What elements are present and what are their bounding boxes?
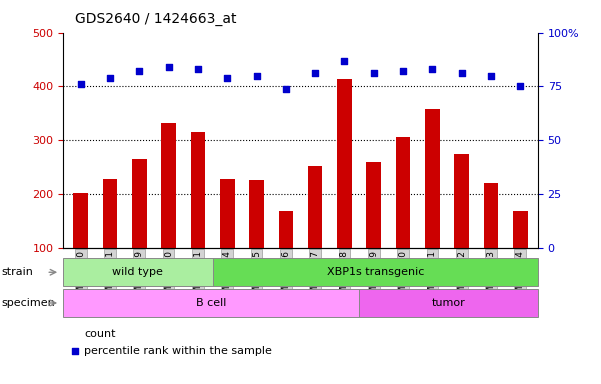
Text: count: count: [84, 329, 115, 339]
Text: percentile rank within the sample: percentile rank within the sample: [84, 346, 272, 356]
Point: [369, 70, 379, 76]
Text: wild type: wild type: [112, 267, 163, 277]
Text: strain: strain: [2, 267, 34, 277]
Point: [310, 70, 320, 76]
Point: [281, 86, 291, 92]
Point: [486, 73, 496, 79]
Point: [457, 70, 466, 76]
Bar: [63, 289, 359, 317]
Text: specimen: specimen: [2, 298, 55, 308]
Point: [222, 75, 232, 81]
Bar: [484, 183, 498, 248]
Bar: [103, 179, 117, 248]
Bar: [308, 166, 323, 248]
Point: [398, 68, 408, 74]
Text: B cell: B cell: [196, 298, 227, 308]
Point: [76, 81, 85, 87]
Bar: [359, 289, 538, 317]
Bar: [73, 193, 88, 248]
Bar: [63, 258, 213, 286]
Point: [135, 68, 144, 74]
Text: tumor: tumor: [432, 298, 465, 308]
Bar: [220, 179, 234, 248]
Point: [70, 348, 79, 354]
Point: [105, 75, 115, 81]
Bar: [191, 132, 206, 248]
Point: [427, 66, 437, 72]
Bar: [249, 180, 264, 248]
Point: [252, 73, 261, 79]
Point: [193, 66, 203, 72]
Point: [516, 83, 525, 89]
Bar: [425, 109, 440, 248]
Bar: [454, 154, 469, 248]
Bar: [513, 211, 528, 248]
Bar: [161, 123, 176, 248]
Bar: [367, 162, 381, 248]
Bar: [213, 258, 538, 286]
Bar: [132, 159, 147, 248]
Text: GDS2640 / 1424663_at: GDS2640 / 1424663_at: [75, 12, 237, 25]
Bar: [337, 79, 352, 248]
Point: [340, 58, 349, 64]
Bar: [395, 137, 410, 248]
Point: [164, 64, 174, 70]
Bar: [278, 211, 293, 248]
Text: XBP1s transgenic: XBP1s transgenic: [326, 267, 424, 277]
